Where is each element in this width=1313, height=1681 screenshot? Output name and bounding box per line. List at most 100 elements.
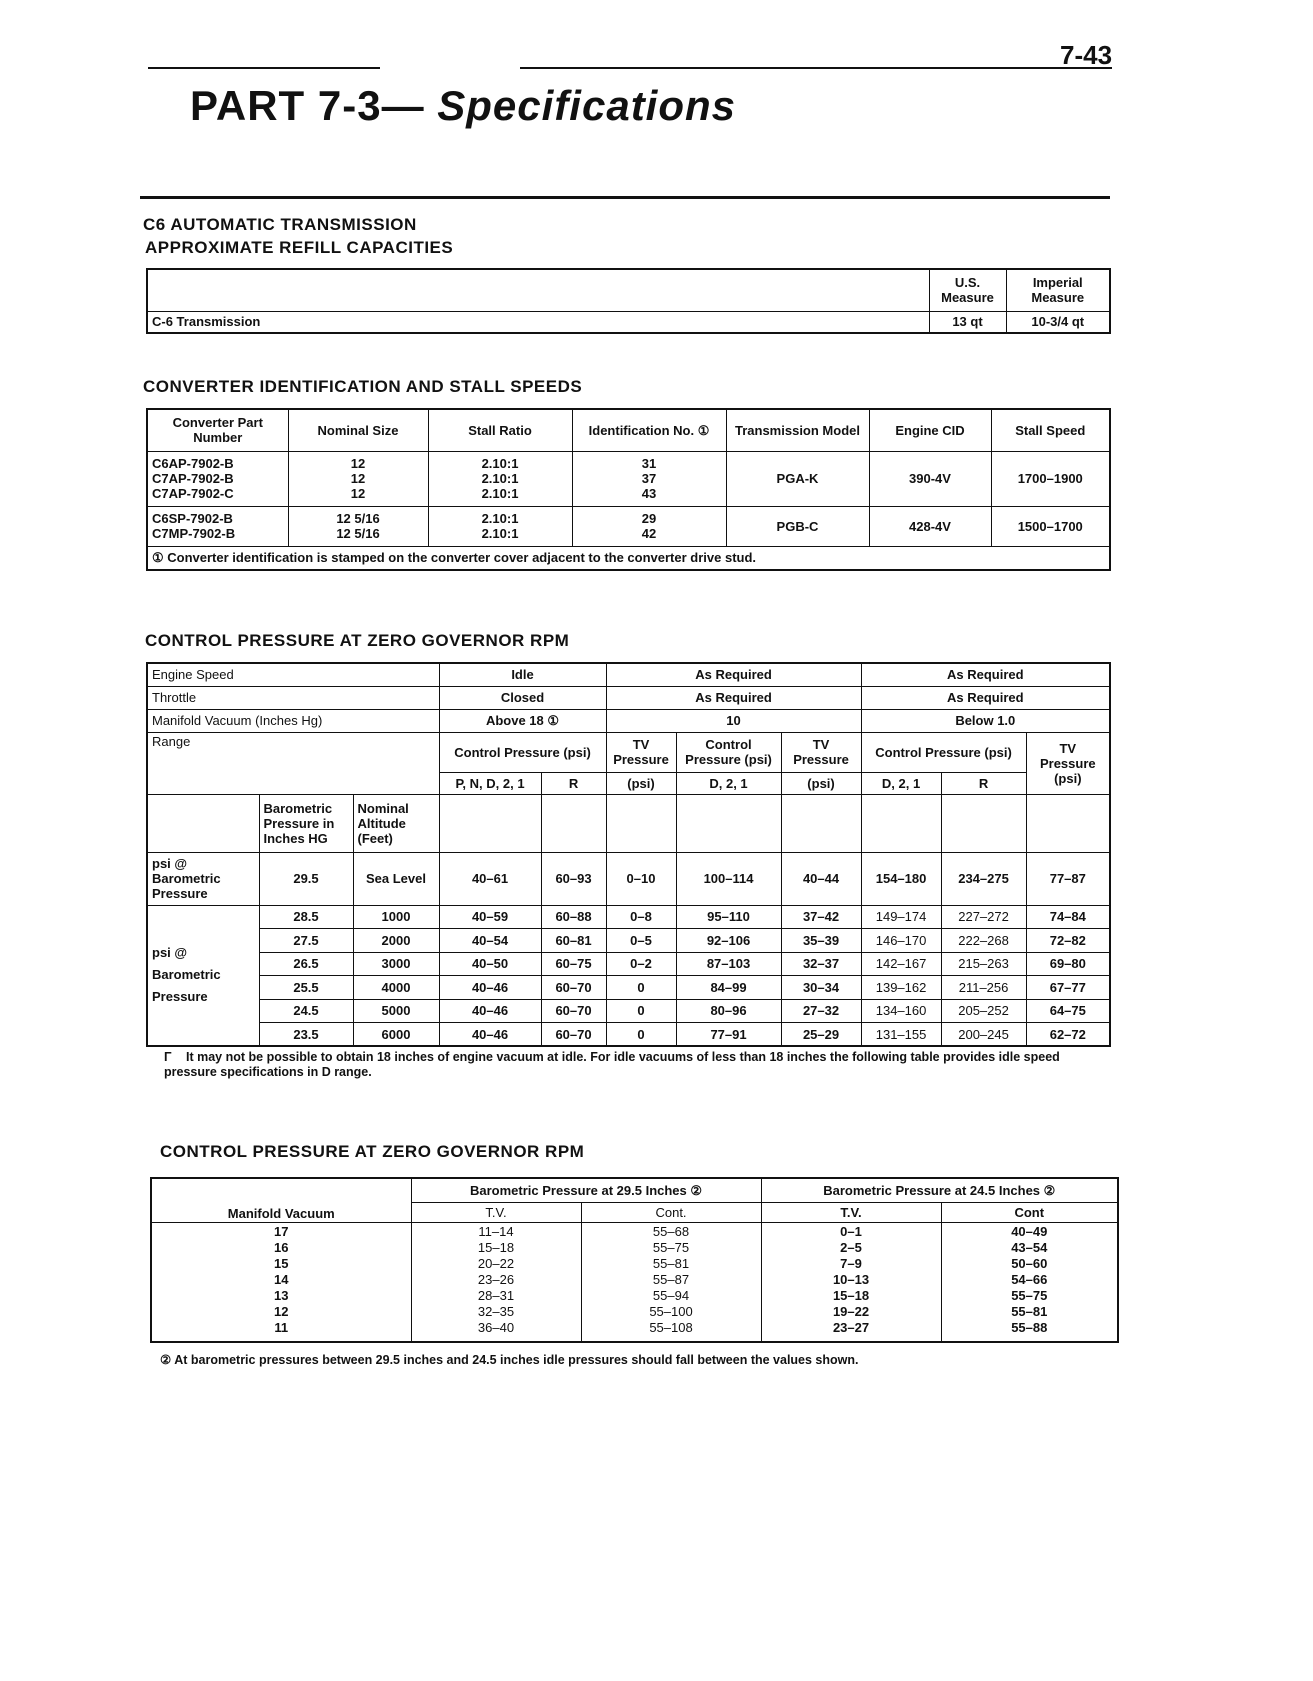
row-label: psi @ Barometric Pressure [146, 904, 260, 1047]
table-cell: 25–29 [780, 1022, 862, 1047]
header-rule-left [148, 67, 380, 69]
table-cell [860, 793, 942, 853]
table-row: C6SP-7902-B C7MP-7902-B 12 5/16 12 5/16 2.10… [146, 505, 1111, 547]
stack-line: 19–22 [832, 1303, 870, 1319]
table-cell: 67–77 [1025, 975, 1111, 1000]
table-cell: As Required [860, 662, 1111, 687]
table-cell [675, 793, 782, 853]
section-rule [140, 196, 1110, 199]
table-cell: 0 [605, 975, 677, 1000]
manifold-vacuum-header: Manifold Vacuum [150, 1177, 412, 1223]
table-cell: 28.5 [258, 904, 354, 929]
table-cell: 6000 [352, 1022, 440, 1047]
table-cell: Control Pressure (psi) [438, 731, 607, 773]
table-cell: Control Pressure (psi) [675, 731, 782, 773]
stack-line: 2–5 [840, 1239, 862, 1255]
stack-line: C6AP-7902-B [152, 456, 234, 471]
table-cell: 69–80 [1025, 951, 1111, 976]
refill-table: U.S. Measure Imperial Measure C-6 Transmi… [146, 268, 1111, 334]
table-row: 26.5 3000 40–50 60–75 0–2 87–103 32–37 142–167 2… [147, 951, 1111, 976]
stack-line: 15–18 [477, 1239, 515, 1255]
table-cell: T.V. [410, 1201, 582, 1223]
stack-line: 50–60 [1011, 1255, 1048, 1271]
table-cell: Cont [940, 1201, 1119, 1223]
table-cell: 35–39 [780, 928, 862, 953]
stack-line: 37 [641, 471, 657, 486]
table-cell: As Required [860, 685, 1111, 710]
cont2-column: 40–49 43–54 50–60 54–66 55–75 55–81 55–88 [940, 1221, 1119, 1343]
table-cell: 37–42 [780, 904, 862, 929]
stack-line: 29 [641, 511, 657, 526]
stack-line: 0–1 [840, 1223, 862, 1239]
stack-line: 13 [274, 1287, 289, 1303]
table-cell [146, 793, 260, 853]
stack-line: 17 [274, 1223, 289, 1239]
table-cell: 24.5 [258, 998, 354, 1023]
table-cell: (psi) [780, 771, 862, 795]
table-cell: 2000 [352, 928, 440, 953]
engine-cid: 390-4V [868, 450, 992, 507]
tv-pressure-psi-header: TV Pressure (psi) [1025, 731, 1111, 795]
table-row: U.S. Measure Imperial Measure [147, 268, 1111, 312]
table-cell: 30–34 [780, 975, 862, 1000]
table-cell: 0–2 [605, 951, 677, 976]
table-cell: 211–256 [940, 975, 1027, 1000]
table-cell: 0–10 [605, 851, 677, 906]
table-cell: 60–70 [540, 975, 607, 1000]
part-numbers: C6SP-7902-B C7MP-7902-B [146, 505, 289, 547]
engine-cid: 428-4V [868, 505, 992, 547]
table-cell: 40–46 [438, 998, 542, 1023]
stack-line: 12 [274, 1303, 289, 1319]
nominal-sizes: 12 5/16 12 5/16 [287, 505, 429, 547]
table-cell: R [940, 771, 1027, 795]
table-row: psi @ Barometric Pressure 28.5 1000 40–59 60… [146, 904, 1111, 1047]
table-cell: Sea Level [352, 851, 440, 906]
table-cell: 5000 [352, 998, 440, 1023]
stack-line: C7MP-7902-B [152, 526, 236, 541]
part-numbers: C6AP-7902-B C7AP-7902-B C7AP-7902-C [146, 450, 289, 507]
table-cell: 154–180 [860, 851, 942, 906]
vacuum-column: 17 16 15 14 13 12 11 [150, 1221, 412, 1343]
table-row: 23.5 6000 40–46 60–70 0 77–91 25–29 131–155 200–… [147, 1022, 1111, 1047]
table-cell: 87–103 [675, 951, 782, 976]
stack-line: 55–94 [652, 1287, 690, 1303]
stack-line: 31 [641, 456, 657, 471]
table-cell: Above 18 ① [438, 708, 607, 733]
table-row: 17 16 15 14 13 12 11 11–14 15–18 20–22 23–26 28–31 3… [150, 1221, 1119, 1343]
table-cell: 60–70 [540, 1022, 607, 1047]
stack-line: 12 5/16 [336, 511, 380, 526]
page-number: 7-43 [1060, 40, 1113, 70]
table-cell: 149–174 [860, 904, 942, 929]
row-label: psi @ Barometric Pressure [146, 851, 260, 906]
cont1-column: 55–68 55–75 55–81 55–87 55–94 55–100 55–108 [580, 1221, 762, 1343]
stack-line: 12 5/16 [336, 526, 380, 541]
tv1-column: 11–14 15–18 20–22 23–26 28–31 32–35 36–40 [410, 1221, 582, 1343]
table-cell: 40–61 [438, 851, 542, 906]
column-header: Stall Speed [990, 408, 1111, 452]
table-cell: 134–160 [860, 998, 942, 1023]
stack-line: 16 [274, 1239, 289, 1255]
table-cell: T.V. [760, 1201, 942, 1223]
stall-speed: 1700–1900 [990, 450, 1111, 507]
table-cell: 25.5 [258, 975, 354, 1000]
table-cell: 60–70 [540, 998, 607, 1023]
stack-line: 12 [350, 486, 366, 501]
row-label: Engine Speed [146, 662, 440, 687]
table-cell: 0 [605, 998, 677, 1023]
header-imperial: Imperial Measure [1005, 268, 1111, 312]
header-rule-right [520, 67, 1112, 69]
stack-line: 54–66 [1011, 1271, 1048, 1287]
table-cell: 40–59 [438, 904, 542, 929]
stack-line: 55–81 [652, 1255, 690, 1271]
column-header: Converter Part Number [146, 408, 289, 452]
stall-speed: 1500–1700 [990, 505, 1111, 547]
empty-cell [147, 269, 930, 312]
stack-line: 55–108 [649, 1319, 693, 1335]
stack-line: 36–40 [477, 1319, 515, 1335]
table-row: 24.5 5000 40–46 60–70 0 80–96 27–32 134–160 205–… [147, 998, 1111, 1023]
table-cell: Control Pressure (psi) [860, 731, 1027, 773]
table-cell: 0–8 [605, 904, 677, 929]
refill-heading-2: APPROXIMATE REFILL CAPACITIES [145, 238, 454, 257]
table-cell: 60–81 [540, 928, 607, 953]
table-cell: 60–93 [540, 851, 607, 906]
